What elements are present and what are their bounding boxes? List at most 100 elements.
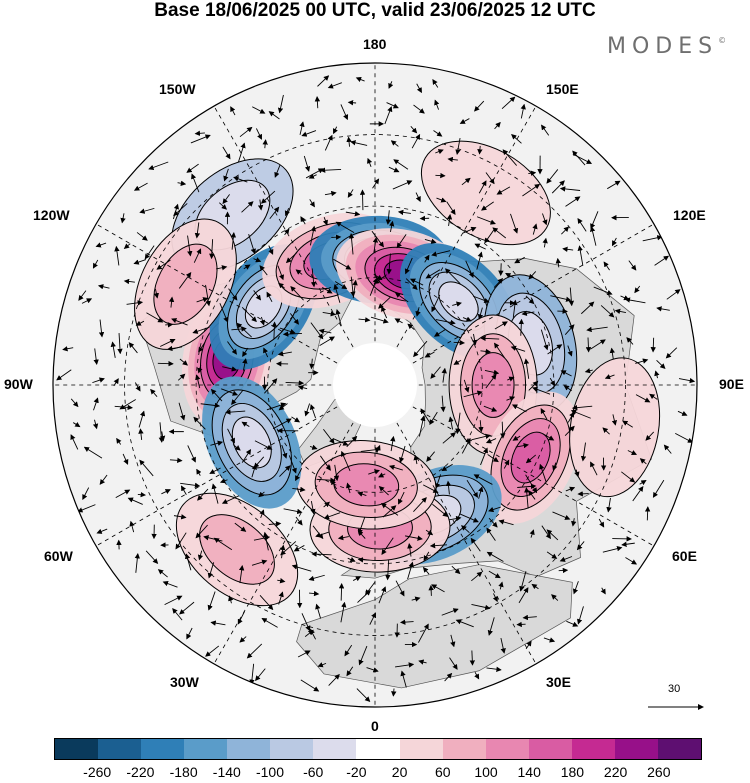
wind-vector-arrow	[180, 482, 201, 489]
wind-vector-arrow	[572, 581, 579, 595]
wind-vector-arrow	[280, 541, 297, 556]
wind-vector-arrow	[366, 667, 379, 673]
wind-vector-arrow	[187, 445, 196, 463]
wind-vector-arrow	[494, 321, 508, 330]
wind-vector-arrow	[603, 261, 610, 271]
wind-vector-arrow	[413, 340, 428, 358]
wind-vector-arrow	[576, 541, 585, 551]
wind-vector-arrow	[285, 252, 298, 264]
wind-vector-arrow	[253, 290, 262, 301]
wind-vector-arrow	[602, 546, 623, 553]
wind-vector-arrow	[315, 531, 330, 538]
wind-vector-arrow	[242, 347, 249, 357]
wind-vector-arrow	[388, 464, 403, 471]
wind-vector-arrow	[120, 213, 126, 224]
wind-vector-arrow	[291, 416, 301, 423]
wind-vector-arrow	[335, 221, 355, 233]
wind-vector-arrow	[424, 238, 437, 244]
wind-vector-arrow	[321, 287, 333, 294]
wind-vector-arrow	[586, 326, 608, 333]
wind-vector-arrow	[323, 501, 331, 508]
wind-vector-arrow	[378, 472, 386, 478]
wind-vector-arrow	[407, 561, 414, 580]
map-border	[52, 62, 698, 708]
wind-vector-arrow	[197, 488, 209, 501]
wind-vector-arrow	[232, 444, 241, 451]
wind-vector-arrow	[463, 379, 470, 393]
wind-vector-arrow	[135, 320, 145, 326]
wind-vector-arrow	[571, 518, 577, 527]
wind-vector-arrow	[570, 409, 591, 419]
wind-vector-arrow	[110, 341, 116, 358]
wind-vector-arrow	[352, 279, 358, 299]
wind-vector-arrow	[241, 201, 254, 213]
wind-vector-arrow	[123, 243, 131, 249]
wind-vector-arrow	[295, 516, 303, 526]
wind-vector-arrow	[389, 220, 395, 233]
streamline-contour	[510, 431, 551, 484]
anomaly-contour-fill	[232, 417, 272, 468]
wind-vector-arrow	[268, 111, 280, 120]
wind-vector-arrow	[309, 199, 315, 208]
wind-vector-arrow	[368, 469, 380, 475]
wind-vector-arrow	[473, 474, 493, 485]
wind-vector-arrow	[134, 382, 141, 392]
wind-vector-arrow	[622, 420, 633, 428]
wind-vector-arrow	[81, 298, 93, 304]
wind-vector-arrow	[378, 485, 389, 496]
wind-vector-arrow	[171, 318, 188, 326]
wind-vector-arrow	[181, 485, 187, 495]
wind-vector-arrow	[476, 216, 496, 225]
anomaly-cell	[175, 492, 299, 607]
wind-vector-arrow	[399, 445, 406, 463]
wind-vector-arrow	[433, 329, 446, 337]
wind-vector-arrow	[487, 617, 495, 636]
wind-vector-arrow	[113, 378, 119, 387]
wind-vector-arrow	[297, 650, 311, 658]
wind-vector-arrow	[486, 551, 504, 562]
wind-vector-arrow	[413, 454, 419, 465]
wind-vector-arrow	[309, 444, 318, 450]
wind-vector-arrow	[432, 503, 449, 517]
wind-vector-arrow	[238, 564, 245, 584]
wind-vector-arrow	[561, 226, 570, 235]
wind-vector-arrow	[258, 491, 265, 498]
wind-vector-arrow	[500, 421, 506, 439]
wind-vector-arrow	[260, 190, 276, 204]
wind-vector-arrow	[528, 380, 539, 391]
wind-vector-arrow	[340, 450, 351, 472]
wind-vector-arrow	[210, 620, 226, 626]
wind-vector-arrow	[333, 284, 341, 303]
lon-label-150e: 150E	[546, 81, 579, 97]
wind-vector-arrow	[278, 403, 288, 411]
wind-vector-arrow	[93, 348, 99, 365]
wind-vector-arrow	[222, 194, 230, 205]
wind-vector-arrow	[198, 342, 206, 353]
wind-vector-arrow	[512, 435, 521, 441]
colorbar-tick-label: 260	[647, 764, 671, 780]
wind-vector-arrow	[210, 388, 223, 402]
wind-vector-arrow	[335, 309, 342, 327]
wind-vector-arrow	[311, 551, 332, 557]
wind-vector-arrow	[434, 474, 442, 489]
colorbar-segment	[657, 739, 701, 759]
wind-vector-arrow	[639, 480, 647, 486]
streamline-contour	[221, 403, 282, 482]
wind-vector-arrow	[600, 587, 606, 595]
wind-vector-arrow	[200, 402, 221, 409]
colorbar-segment	[141, 739, 185, 759]
wind-vector-arrow	[241, 449, 252, 463]
wind-vector-arrow	[148, 161, 169, 170]
wind-vector-arrow	[388, 166, 400, 173]
wind-vector-arrow	[310, 322, 324, 340]
wind-vector-arrow	[263, 531, 269, 551]
wind-vector-arrow	[115, 489, 131, 498]
wind-vector-arrow	[317, 662, 327, 668]
wind-vector-arrow	[279, 327, 296, 335]
wind-vector-arrow	[418, 623, 429, 643]
wind-vector-arrow	[634, 285, 641, 294]
wind-vector-arrow	[164, 595, 183, 605]
wind-vector-arrow	[520, 103, 526, 119]
lon-label-120w: 120W	[33, 207, 70, 223]
wind-vector-arrow	[195, 524, 208, 539]
